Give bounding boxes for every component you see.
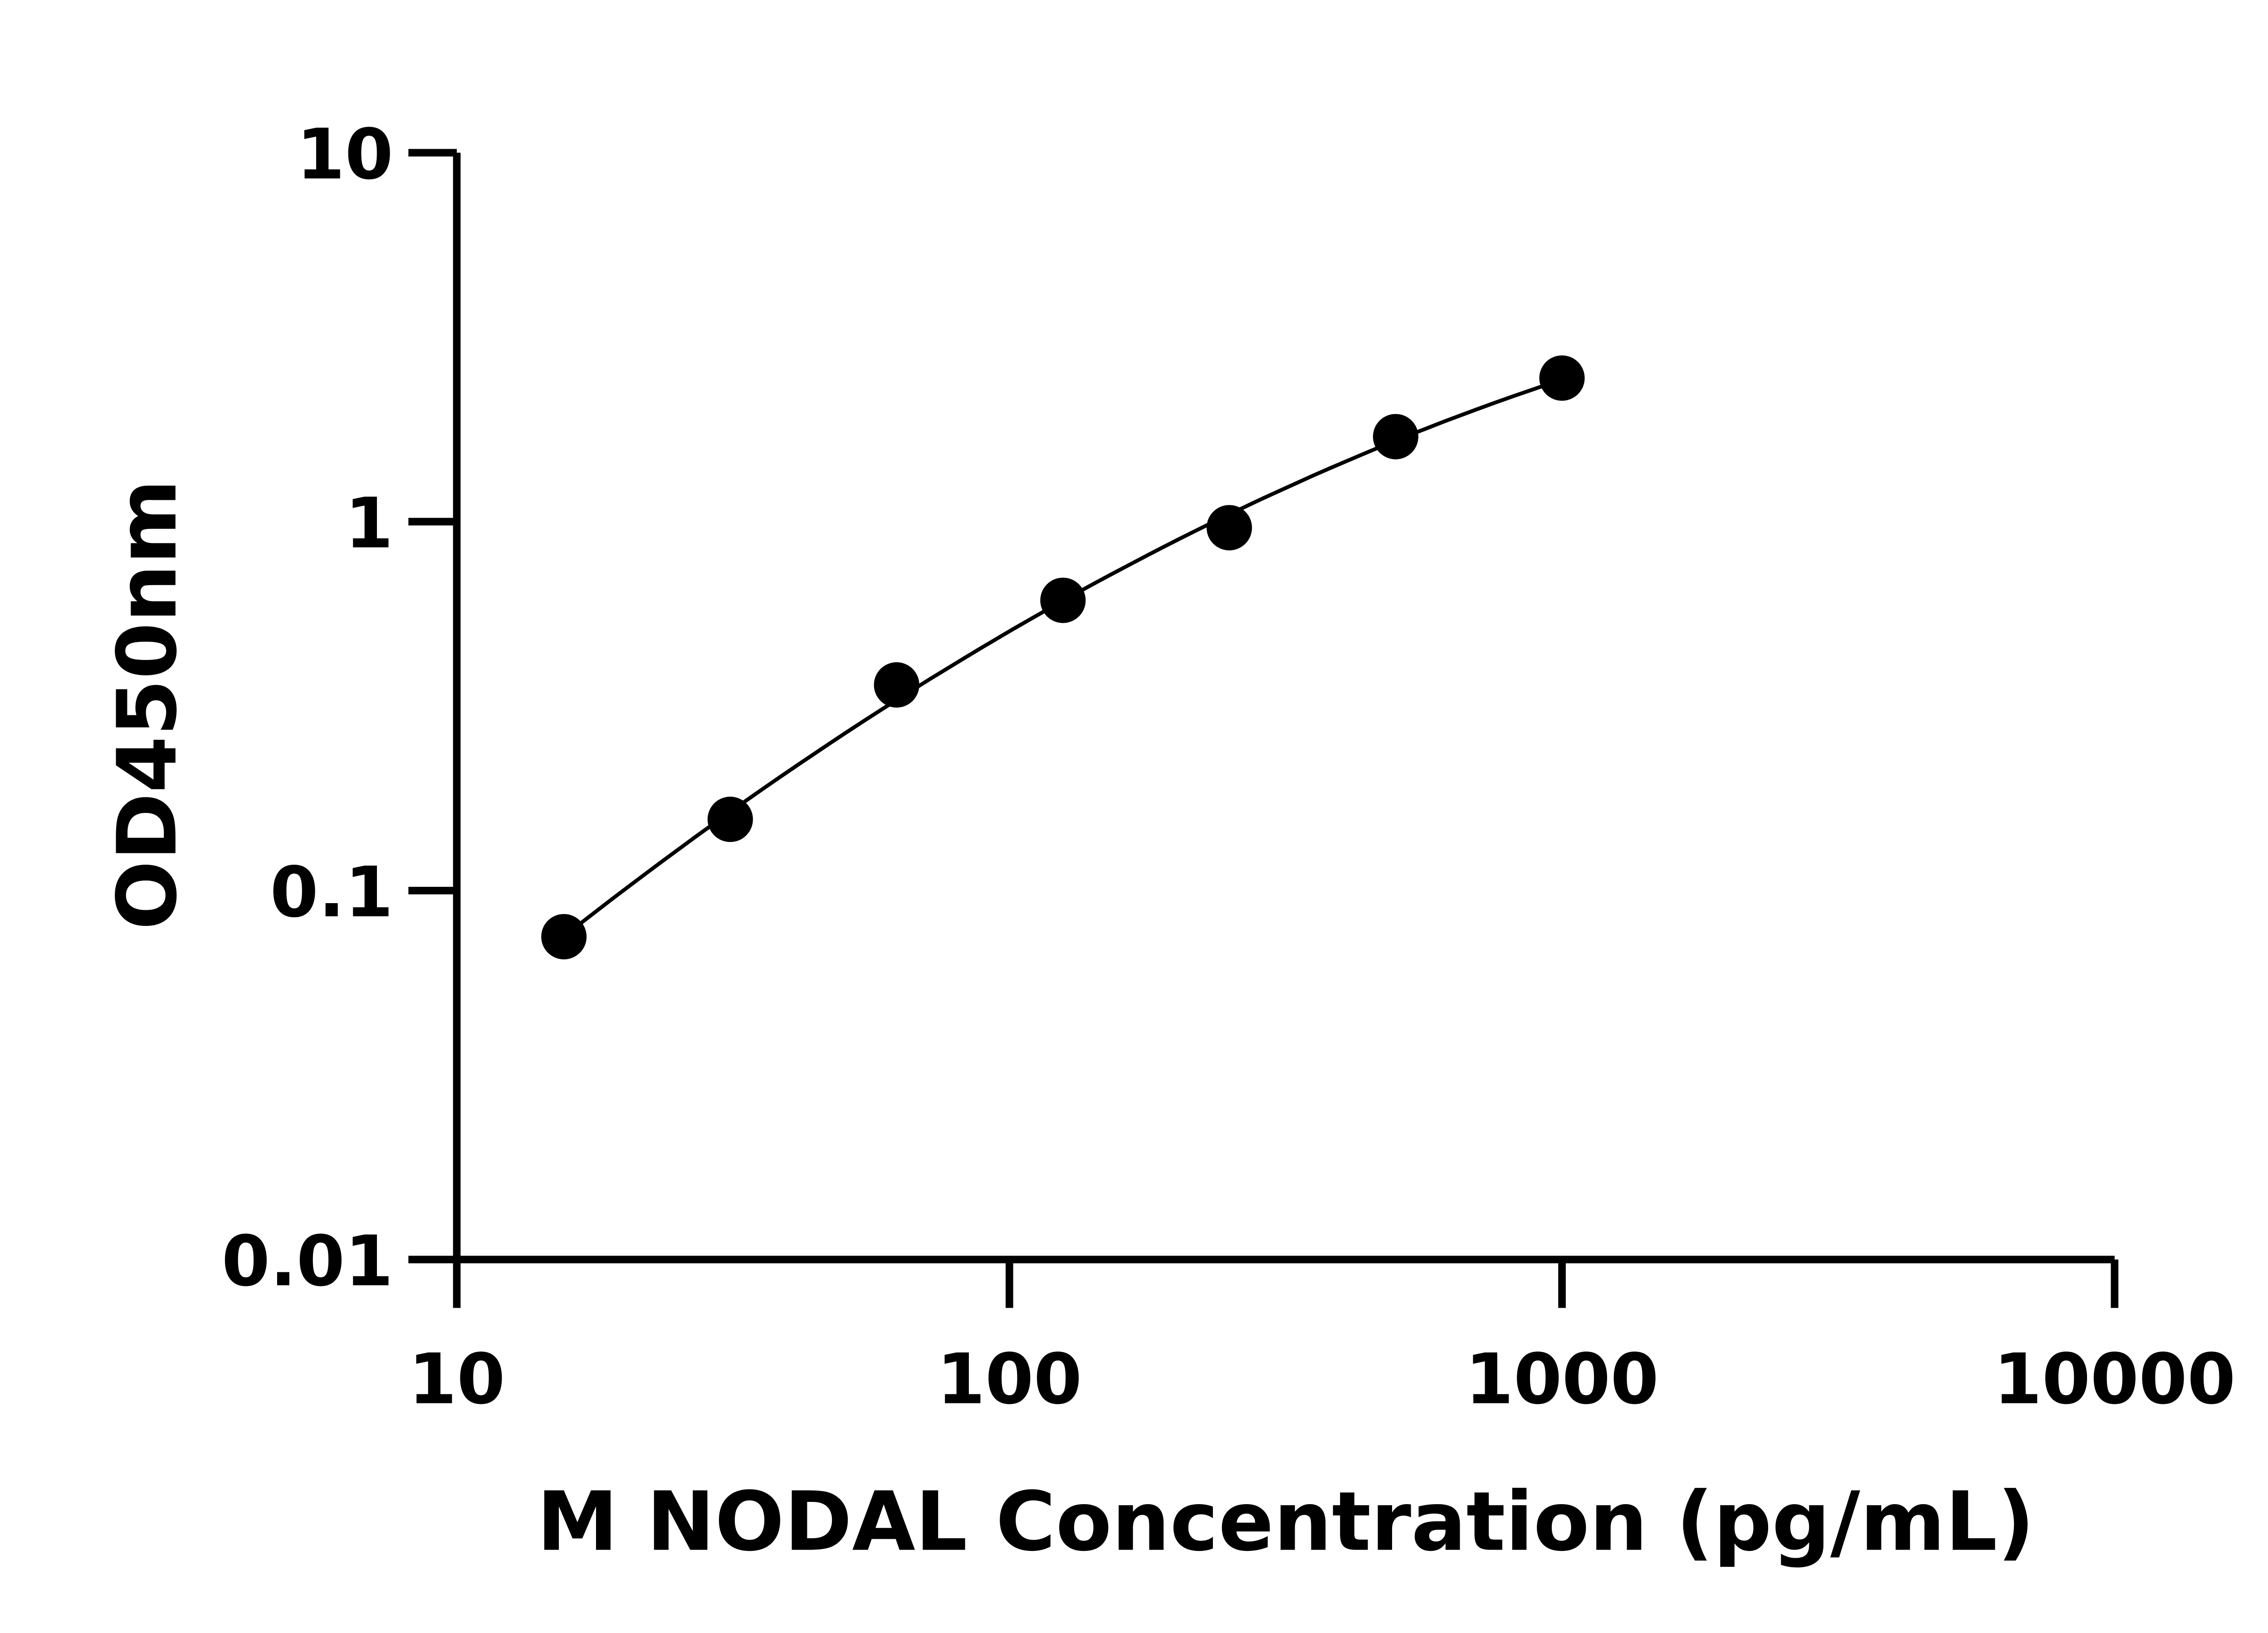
x-tick-label: 10 — [408, 1339, 505, 1420]
ticks: 10 100 1000 10000 0.01 0.1 1 10 — [222, 114, 2236, 1420]
x-tick-label: 1000 — [1465, 1339, 1659, 1420]
y-tick-label: 0.01 — [222, 1221, 393, 1302]
data-point — [1207, 505, 1252, 551]
y-axis-label: OD450nm — [100, 479, 195, 930]
y-tick-label: 1 — [345, 484, 393, 564]
data-point — [707, 797, 753, 842]
x-tick-label: 100 — [937, 1339, 1082, 1420]
data-point — [541, 914, 587, 959]
data-points — [541, 355, 1585, 959]
fit-curve — [562, 378, 1563, 938]
y-tick-label: 0.1 — [270, 852, 393, 933]
data-point — [1040, 577, 1086, 623]
data-point — [874, 662, 919, 708]
data-point — [1539, 355, 1585, 401]
y-tick-label: 10 — [297, 114, 393, 195]
data-point — [1373, 414, 1418, 460]
x-axis-label: M NODAL Concentration (pg/mL) — [537, 1475, 2034, 1569]
x-tick-label: 10000 — [1994, 1339, 2236, 1420]
axes — [453, 152, 2115, 1263]
